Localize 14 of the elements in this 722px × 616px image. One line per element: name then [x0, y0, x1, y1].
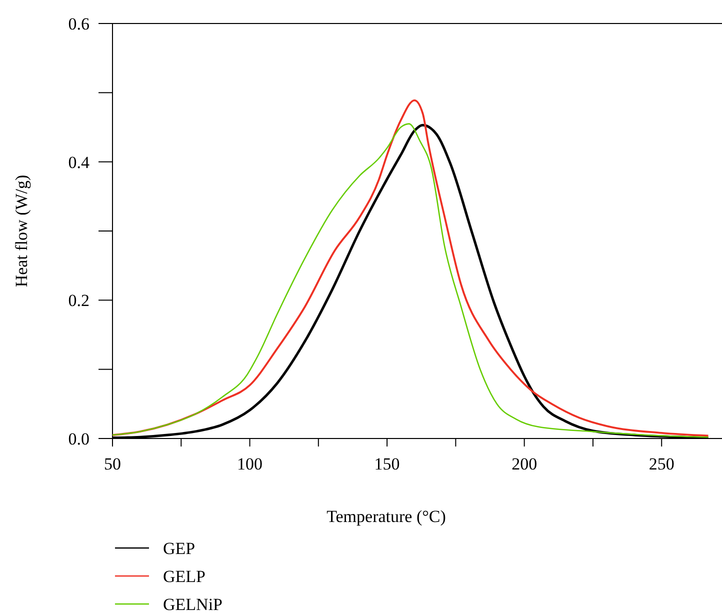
- x-tick-label: 200: [512, 454, 538, 474]
- y-tick-label: 0.4: [68, 152, 90, 172]
- y-axis-title: Heat flow (W/g): [12, 174, 31, 288]
- legend-label: GEP: [163, 539, 196, 558]
- x-tick-label: 50: [104, 454, 121, 474]
- y-tick-label: 0.6: [68, 14, 90, 34]
- x-tick-label: 100: [237, 454, 263, 474]
- x-tick-label: 150: [374, 454, 400, 474]
- legend-label: GELNiP: [163, 595, 222, 614]
- x-tick-label: 250: [648, 454, 674, 474]
- y-tick-label: 0.2: [68, 291, 90, 310]
- x-axis-title: Temperature (°C): [326, 507, 446, 526]
- y-tick-label: 0.0: [68, 430, 90, 448]
- legend-label: GELP: [163, 567, 206, 586]
